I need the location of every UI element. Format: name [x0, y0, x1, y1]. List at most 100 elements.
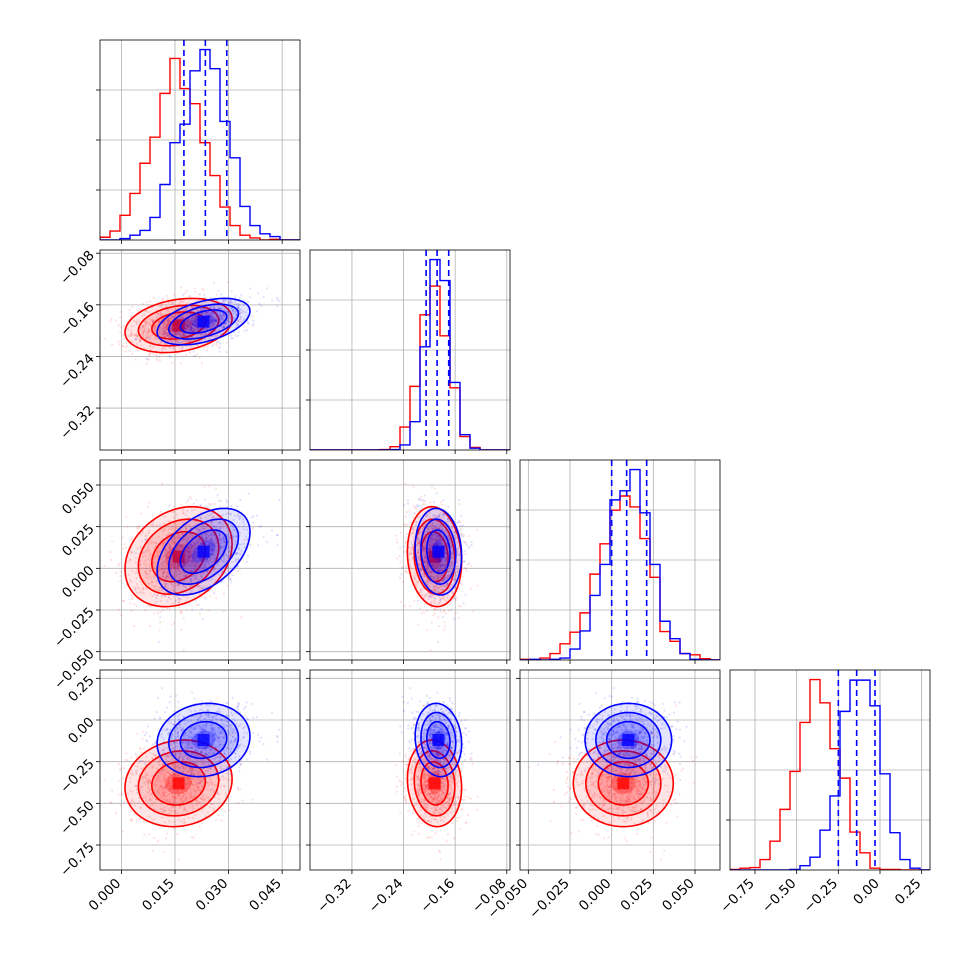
scatter-point	[430, 563, 433, 566]
scatter-point	[435, 567, 438, 571]
scatter-point	[168, 318, 171, 321]
scatter-point	[194, 565, 197, 568]
scatter-point	[427, 548, 430, 551]
scatter-point	[437, 527, 440, 530]
scatter-point	[206, 533, 209, 536]
scatter-point	[444, 530, 447, 533]
scatter-point	[198, 529, 201, 532]
scatter-point	[213, 321, 216, 324]
scatter-point	[427, 569, 430, 572]
scatter-point	[457, 559, 460, 562]
scatter-point	[179, 299, 182, 303]
scatter-point	[429, 580, 432, 583]
scatter-point	[166, 574, 169, 578]
scatter-point	[153, 593, 156, 596]
scatter-point	[151, 333, 154, 336]
scatter-point	[212, 569, 215, 572]
scatter-point	[181, 301, 184, 304]
scatter-point	[180, 335, 183, 338]
scatter-point	[173, 530, 176, 533]
scatter-point	[170, 315, 173, 318]
scatter-point	[150, 542, 153, 545]
scatter-point	[187, 555, 190, 558]
scatter-point	[196, 564, 199, 568]
scatter-point	[446, 518, 449, 521]
scatter-point	[418, 497, 421, 500]
scatter-point	[166, 328, 169, 331]
scatter-point	[227, 576, 230, 579]
scatter-point	[144, 609, 147, 612]
scatter-point	[463, 560, 466, 563]
scatter-point	[460, 582, 463, 585]
scatter-point	[154, 544, 157, 548]
scatter-point	[207, 609, 210, 612]
scatter-point	[437, 564, 440, 568]
scatter-point	[193, 564, 196, 568]
scatter-point	[212, 281, 216, 284]
scatter-point	[144, 571, 147, 574]
scatter-point	[165, 552, 168, 555]
scatter-point	[165, 575, 168, 578]
scatter-point	[420, 568, 423, 571]
scatter-point	[139, 559, 142, 562]
scatter-point	[180, 317, 183, 320]
scatter-point	[158, 355, 161, 358]
scatter-point	[239, 312, 242, 315]
scatter-point	[426, 513, 429, 517]
scatter-point	[454, 611, 458, 615]
scatter-point	[131, 597, 134, 601]
scatter-point	[434, 514, 437, 517]
scatter-point	[163, 522, 166, 525]
scatter-point	[191, 556, 194, 559]
scatter-point	[201, 534, 204, 538]
scatter-point	[237, 306, 240, 309]
scatter-point	[188, 339, 191, 342]
scatter-point	[450, 600, 453, 603]
scatter-point	[278, 498, 281, 502]
scatter-point	[171, 510, 174, 514]
scatter-point	[149, 345, 152, 348]
scatter-point	[415, 507, 418, 510]
scatter-point	[195, 323, 198, 326]
scatter-point	[145, 357, 148, 360]
scatter-point	[160, 482, 164, 485]
scatter-point	[199, 503, 202, 507]
scatter-point	[411, 528, 414, 531]
scatter-point	[439, 599, 442, 602]
scatter-point	[246, 554, 250, 557]
scatter-point	[137, 527, 140, 530]
scatter-point	[219, 307, 222, 310]
scatter-point	[435, 542, 438, 546]
scatter-point	[443, 584, 446, 588]
scatter-point	[145, 309, 148, 312]
scatter-point	[432, 538, 435, 541]
scatter-point	[196, 541, 199, 545]
scatter-point	[170, 598, 173, 601]
scatter-point	[192, 558, 195, 562]
scatter-point	[207, 562, 210, 565]
scatter-point	[169, 327, 172, 330]
scatter-point	[204, 311, 208, 314]
scatter-point	[221, 560, 224, 563]
scatter-point	[423, 556, 427, 559]
scatter-point	[206, 570, 209, 573]
scatter-point	[216, 563, 219, 567]
scatter-point	[194, 324, 197, 327]
scatter-point	[204, 566, 207, 570]
scatter-point	[213, 502, 216, 505]
scatter-point	[163, 331, 166, 334]
scatter-point	[192, 320, 195, 323]
scatter-point	[440, 517, 443, 520]
scatter-point	[164, 585, 167, 589]
scatter-point	[162, 555, 165, 558]
scatter-point	[184, 542, 187, 545]
scatter-point	[244, 535, 247, 538]
scatter-point	[231, 301, 234, 304]
scatter-point	[439, 608, 442, 611]
scatter-point	[181, 334, 184, 337]
scatter-point	[434, 562, 437, 565]
scatter-point	[131, 570, 134, 573]
scatter-point	[186, 551, 189, 554]
scatter-point	[213, 343, 216, 346]
scatter-point	[149, 540, 152, 543]
